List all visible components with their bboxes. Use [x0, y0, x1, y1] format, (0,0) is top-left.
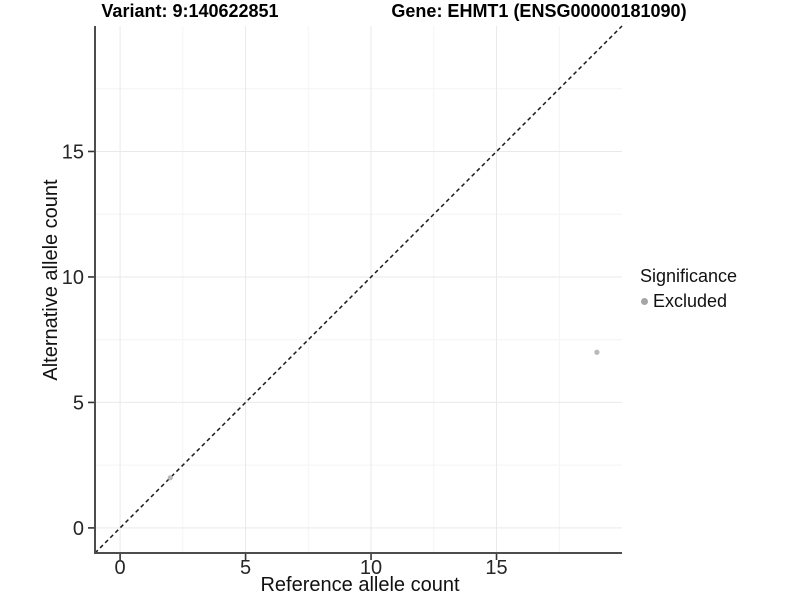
x-axis-title: Reference allele count	[260, 574, 460, 596]
x-tick-label: 5	[240, 557, 251, 579]
y-tick-label: 0	[73, 518, 84, 540]
y-tick-label: 5	[73, 392, 84, 414]
x-tick-label: 10	[360, 557, 382, 579]
plot-title-gene: Gene: EHMT1 (ENSG00000181090)	[391, 1, 687, 21]
plot-title-variant: Variant: 9:140622851	[101, 1, 279, 21]
y-tick-label: 10	[62, 267, 84, 289]
y-tick-label: 15	[62, 141, 84, 163]
legend-title: Significance	[640, 266, 738, 286]
legend-item-label: Excluded	[653, 291, 728, 311]
x-tick-label: 15	[485, 557, 507, 579]
x-tick-label: 0	[115, 557, 126, 579]
identity-dashed-line	[94, 25, 623, 554]
legend: Significance Excluded	[640, 266, 798, 311]
legend-key-dot-icon	[641, 297, 648, 305]
data-point	[594, 349, 600, 355]
legend-item-excluded: Excluded	[640, 291, 798, 311]
data-point	[167, 475, 173, 481]
